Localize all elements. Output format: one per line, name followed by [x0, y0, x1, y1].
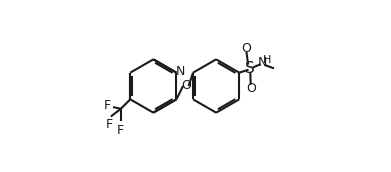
Text: H: H [262, 55, 271, 65]
Text: N: N [176, 65, 185, 78]
Text: F: F [106, 118, 113, 131]
Text: O: O [246, 82, 256, 95]
Text: O: O [242, 42, 251, 55]
Text: S: S [245, 61, 255, 76]
Text: F: F [117, 124, 124, 137]
Text: N: N [258, 56, 267, 69]
Text: F: F [104, 99, 111, 112]
Text: O: O [181, 79, 191, 92]
